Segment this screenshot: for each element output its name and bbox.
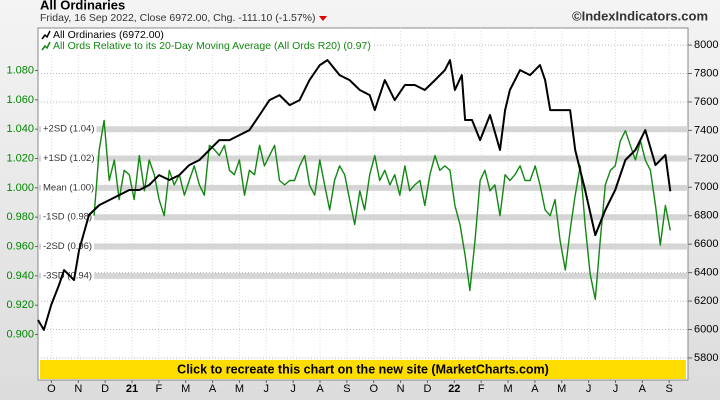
bands: +2SD (1.04) +1SD (1.02) Mean (1.00) -1SD (0…: [38, 122, 688, 283]
x-tick-label: M: [235, 383, 244, 395]
legend-label: All Ordinaries (6972.00): [53, 29, 164, 41]
y-tick-label: 0.920: [6, 299, 34, 311]
banner-text[interactable]: Click to recreate this chart on the new …: [177, 362, 549, 376]
x-tick-label: J: [264, 383, 270, 395]
band-label: +1SD (1.02): [43, 153, 95, 164]
x-tick-label: J: [586, 383, 592, 395]
y2-tick-label: 6400: [694, 267, 718, 279]
y-tick-label: 1.080: [6, 64, 34, 76]
band-label-bg: [41, 210, 95, 224]
x-tick-label: F: [156, 383, 163, 395]
x-tick-label: F: [478, 383, 485, 395]
series-line: [93, 119, 671, 300]
x-tick-label: A: [209, 383, 217, 395]
y2-tick-label: 5800: [694, 352, 718, 364]
y2-tick-label: 8000: [694, 39, 718, 51]
y-tick-label: 0.940: [6, 270, 34, 282]
x-tick-label: O: [47, 383, 56, 395]
y2-tick-label: 7400: [694, 124, 718, 136]
banner[interactable]: [40, 360, 686, 379]
x-tick-label: D: [423, 383, 431, 395]
band-label-bg: [41, 181, 97, 195]
y2-tick-label: 6600: [694, 238, 718, 250]
x-tick-label: S: [666, 383, 673, 395]
legend-label: All Ords Relative to its 20-Day Moving A…: [53, 40, 371, 52]
x-tick-label: M: [181, 383, 190, 395]
y-tick-label: 1.040: [6, 123, 34, 135]
y2-tick-label: 6200: [694, 295, 718, 307]
band-label: +2SD (1.04): [43, 124, 95, 135]
band-label: -2SD (0.96): [43, 241, 92, 252]
band-label: -1SD (0.98): [43, 212, 92, 223]
band-label-bg: [41, 269, 95, 283]
legend-swatch: [41, 30, 51, 40]
x-tick-label: A: [639, 383, 647, 395]
x-tick-label: 22: [448, 383, 460, 395]
x-tick-label: D: [101, 383, 109, 395]
x-tick-label: M: [557, 383, 566, 395]
axes: 5800 6000 6200 6400 6600 6800 7000 7200 7400 7600…: [6, 39, 718, 395]
band-label: -3SD (0.94): [43, 270, 92, 281]
x-tick-label: M: [503, 383, 512, 395]
x-tick-label: N: [397, 383, 405, 395]
y2-tick-label: 7200: [694, 153, 718, 165]
y2-tick-label: 7800: [694, 67, 718, 79]
y-tick-label: 0.960: [6, 240, 34, 252]
down-arrow: [319, 16, 327, 21]
chart-subtitle: Friday, 16 Sep 2022, Close 6972.00, Chg.…: [40, 12, 316, 24]
x-tick-label: 21: [126, 383, 138, 395]
x-tick-label: S: [343, 383, 350, 395]
y-tick-label: 1.020: [6, 152, 34, 164]
y2-tick-label: 7000: [694, 181, 718, 193]
y-tick-label: 0.900: [6, 328, 34, 340]
band-label-bg: [41, 152, 97, 166]
x-tick-label: A: [316, 383, 324, 395]
y2-tick-label: 7600: [694, 96, 718, 108]
band-label-bg: [41, 122, 97, 136]
band-label: Mean (1.00): [43, 182, 94, 193]
x-tick-label: J: [613, 383, 619, 395]
series-line: [37, 59, 672, 331]
legend-swatch: [41, 41, 51, 51]
y-tick-label: 0.980: [6, 211, 34, 223]
watermark: ©IndexIndicators.com: [572, 8, 708, 23]
x-tick-label: N: [74, 383, 82, 395]
legend: All Ordinaries (6972.00)All Ords Relativ…: [39, 29, 374, 53]
x-tick-label: A: [531, 383, 539, 395]
chart-title: All Ordinaries: [40, 0, 125, 12]
y-tick-label: 1.000: [6, 182, 34, 194]
lines: [37, 59, 672, 331]
x-tick-label: J: [290, 383, 296, 395]
y2-tick-label: 6800: [694, 210, 718, 222]
y-tick-label: 1.060: [6, 94, 34, 106]
y2-tick-label: 6000: [694, 323, 718, 335]
x-tick-label: O: [369, 383, 378, 395]
legend-box: [39, 29, 374, 53]
